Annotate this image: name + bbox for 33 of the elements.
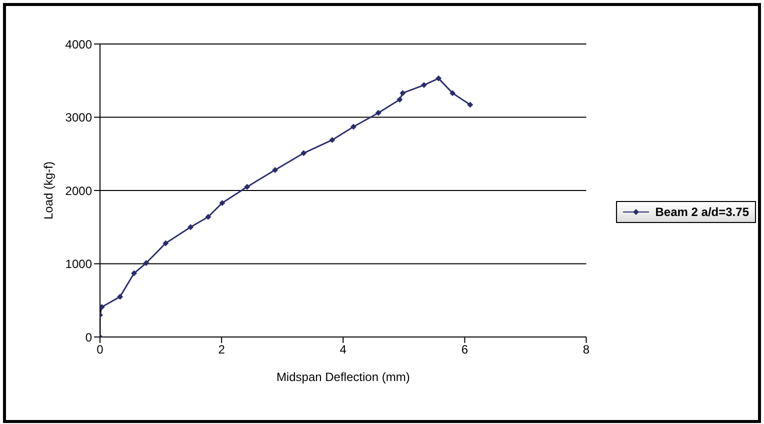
- point: [131, 270, 138, 276]
- point: [436, 75, 442, 82]
- y-tick-label: 1000: [65, 257, 92, 272]
- point: [244, 184, 250, 190]
- point: [272, 166, 278, 173]
- y-tick-label: 0: [85, 330, 92, 344]
- point: [396, 96, 403, 103]
- point: [143, 260, 150, 266]
- point: [467, 102, 474, 108]
- point: [300, 150, 307, 156]
- y-tick-label: 2000: [65, 184, 92, 198]
- point: [162, 240, 169, 246]
- x-tick-label: 0: [96, 342, 104, 357]
- point: [100, 304, 105, 310]
- x-tick-label: 2: [218, 342, 226, 357]
- point: [329, 136, 336, 143]
- x-tick-label: 4: [340, 342, 347, 357]
- point: [188, 224, 194, 230]
- point: [420, 82, 427, 88]
- x-axis-title: Midspan Deflection (mm): [276, 370, 410, 384]
- y-axis-title: Load (kg-f): [41, 161, 56, 220]
- x-tick-label: 6: [461, 342, 468, 357]
- legend-label: Beam 2 a/d=3.75: [655, 205, 749, 219]
- point: [205, 214, 212, 220]
- point: [375, 110, 382, 116]
- y-tick-label: 3000: [65, 110, 92, 125]
- point: [219, 200, 226, 206]
- point: [400, 90, 406, 96]
- x-tick-label: 8: [582, 342, 590, 357]
- y-tick-label: 4000: [65, 37, 92, 52]
- point: [117, 294, 124, 300]
- point: [450, 90, 456, 96]
- point: [350, 124, 356, 130]
